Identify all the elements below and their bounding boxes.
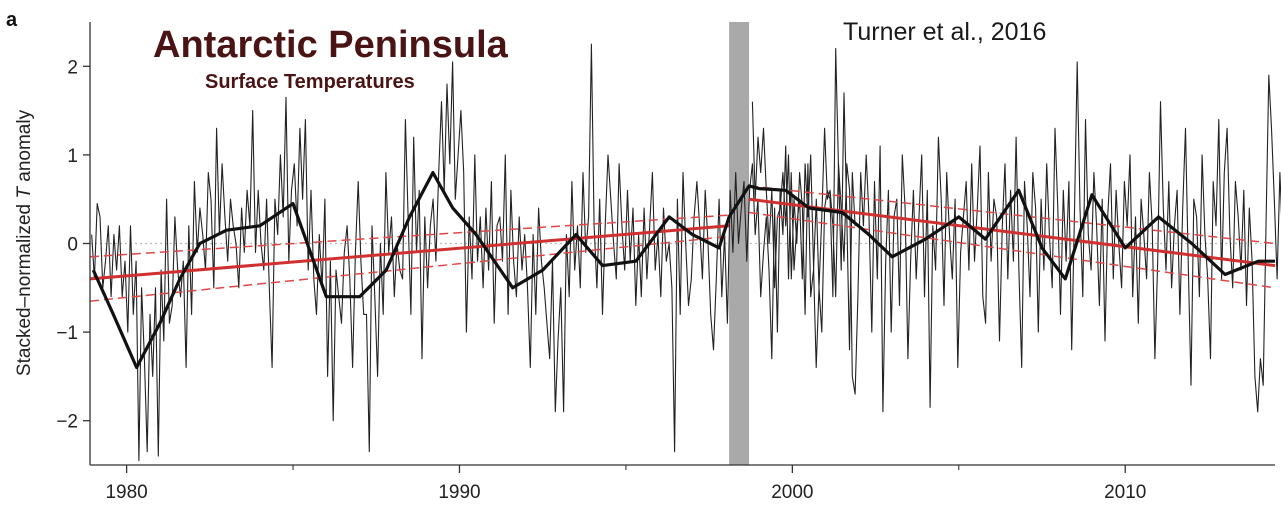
- plot-area: −2 −1 0 1 2 1980 1990 2000 2010: [56, 22, 1281, 503]
- y-tick-label: 1: [67, 146, 78, 167]
- trend-confidence-upper-1: [749, 185, 1276, 245]
- trend-line-0: [89, 224, 730, 281]
- y-axis-label-prefix: Stacked–normalized: [14, 199, 35, 376]
- x-tick-label: 1980: [105, 482, 147, 503]
- y-tick-label: 2: [67, 57, 78, 78]
- monthly-series-line: [91, 43, 856, 462]
- panel-letter: a: [6, 9, 18, 31]
- y-tick-label: −1: [56, 323, 78, 344]
- shaded-band: [729, 22, 750, 465]
- y-axis-label-variable: T: [14, 186, 35, 199]
- y-tick-label: 0: [67, 235, 78, 256]
- trend-confidence-lower-1: [748, 211, 1276, 289]
- y-axis-label-suffix: anomaly: [14, 109, 35, 187]
- trend-confidence-lower-0: [89, 235, 730, 302]
- citation-annotation: Turner et al., 2016: [843, 18, 1046, 46]
- y-axis-label: Stacked–normalized T anomaly: [14, 109, 35, 376]
- smoothed-series-line: [91, 171, 1275, 370]
- monthly-series-line-post-band: [751, 61, 1281, 413]
- chart-title: Antarctic Peninsula: [153, 24, 509, 66]
- y-tick-label: −2: [56, 412, 78, 433]
- x-tick-label: 1990: [438, 482, 480, 503]
- x-tick-label: 2000: [771, 482, 813, 503]
- x-tick-label: 2010: [1104, 482, 1146, 503]
- chart-subtitle: Surface Temperatures: [205, 71, 415, 93]
